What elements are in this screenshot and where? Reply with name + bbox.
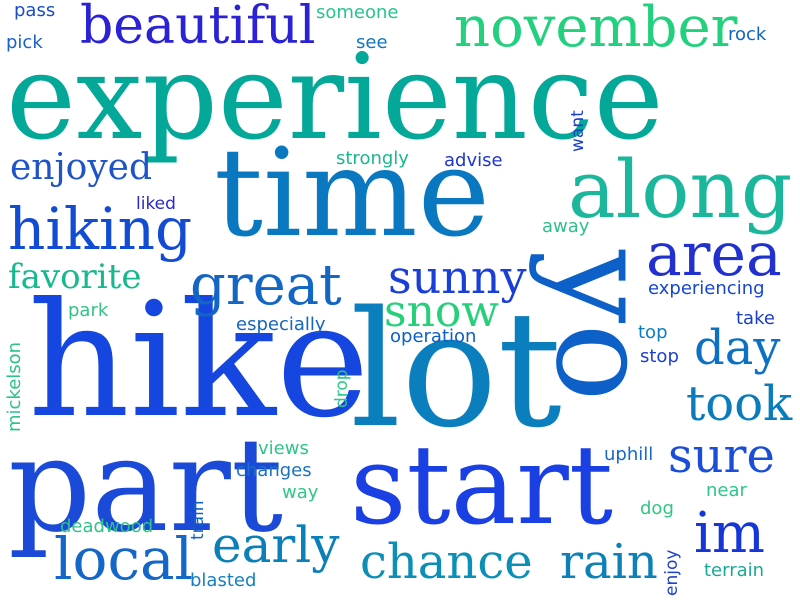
word-rain: rain — [560, 534, 658, 590]
word-advise: advise — [444, 150, 503, 171]
word-favorite: favorite — [8, 257, 142, 297]
word-uphill: uphill — [604, 444, 654, 465]
word-especially: especially — [236, 314, 326, 335]
word-mickelson: mickelson — [4, 341, 25, 432]
word-views: views — [258, 438, 309, 459]
word-near: near — [706, 480, 747, 501]
word-pass: pass — [14, 0, 56, 21]
word-im: im — [694, 501, 766, 566]
word-chance: chance — [360, 534, 533, 590]
word-top: top — [638, 322, 668, 343]
word-hike: hike — [28, 269, 370, 453]
word-time: time — [214, 122, 490, 264]
word-changes: changes — [236, 460, 312, 481]
word-experience: experience — [6, 28, 664, 166]
word-want: want — [568, 110, 588, 152]
word-along: along — [568, 143, 793, 236]
word-area: area — [646, 220, 782, 290]
word-day: day — [694, 320, 781, 376]
word-strongly: strongly — [336, 148, 409, 169]
word-rock: rock — [728, 24, 767, 45]
word-terrain: terrain — [704, 560, 765, 581]
word-snow: snow — [384, 286, 500, 337]
word-early: early — [212, 516, 340, 574]
word-deadwood: deadwood — [60, 516, 154, 537]
word-blasted: blasted — [190, 570, 257, 591]
word-hiking: hiking — [8, 195, 193, 263]
word-see: see — [356, 32, 388, 53]
word-sunny: sunny — [388, 250, 527, 304]
word-great: great — [190, 253, 342, 318]
word-took: took — [686, 376, 793, 432]
word-liked: liked — [136, 194, 176, 214]
word-train: train — [188, 500, 208, 540]
word-local: local — [54, 525, 194, 593]
word-enjoyed: enjoyed — [10, 147, 153, 188]
word-beautiful: beautiful — [80, 0, 316, 56]
word-stop: stop — [640, 346, 679, 367]
word-lot: lot — [350, 276, 562, 463]
word-pick: pick — [6, 32, 43, 53]
word-start: start — [350, 421, 614, 549]
word-way: way — [282, 482, 319, 503]
word-drop: drop — [332, 369, 352, 408]
word-dog: dog — [640, 498, 674, 519]
word-away: away — [542, 216, 590, 237]
word-november: november — [454, 0, 738, 60]
word-enjoy: enjoy — [662, 549, 682, 596]
word-operation: operation — [390, 326, 477, 347]
word-park: park — [68, 300, 109, 321]
word-part: part — [8, 409, 284, 561]
word-take: take — [736, 308, 775, 329]
word-sure: sure — [668, 428, 775, 484]
word-experiencing: experiencing — [648, 278, 765, 299]
word-someone: someone — [316, 2, 399, 23]
